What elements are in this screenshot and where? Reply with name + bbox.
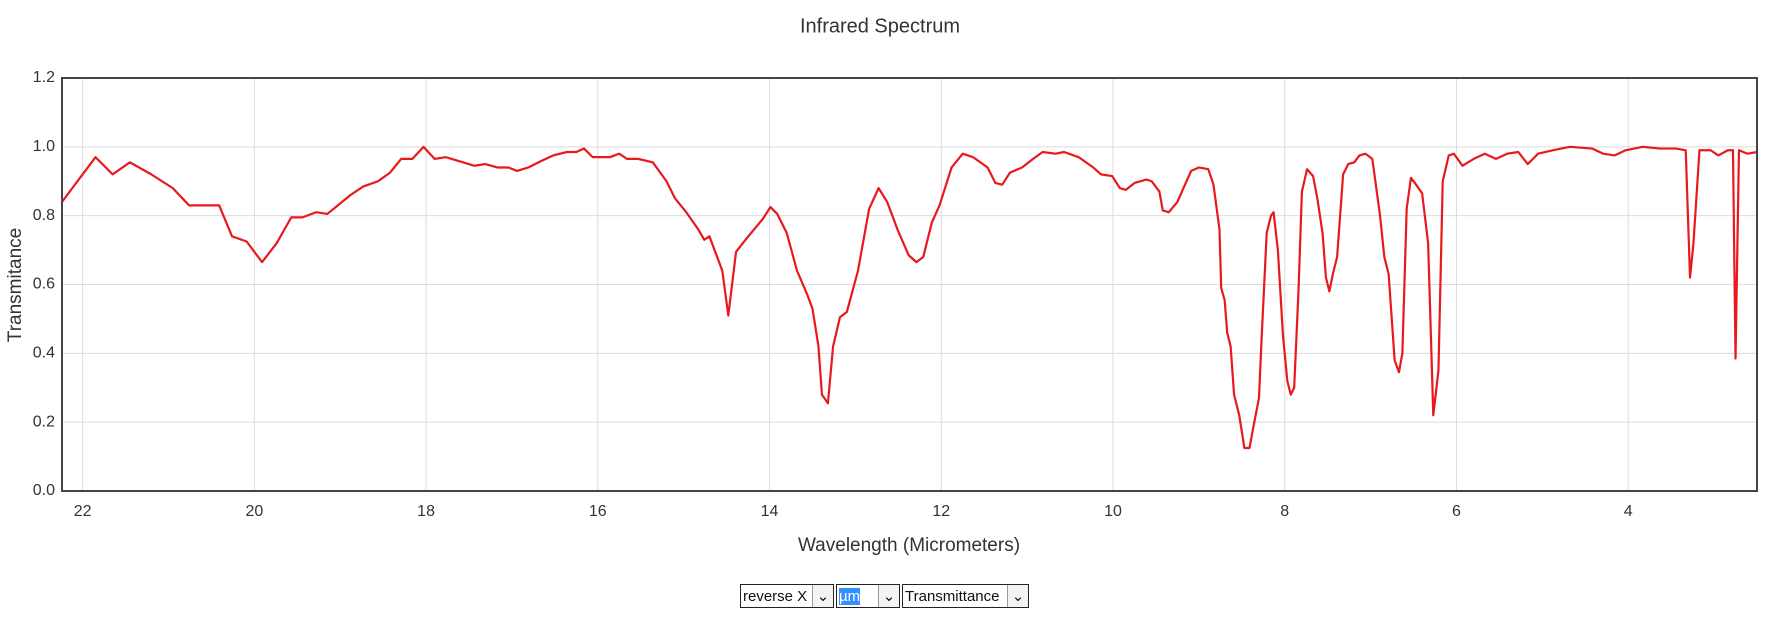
- x-tick-label: 6: [1452, 503, 1461, 520]
- spectrum-line: [61, 145, 1758, 450]
- y-tick-label: 0.4: [33, 345, 55, 362]
- selected-text: µm: [839, 587, 861, 605]
- y-tick-label: 0.0: [33, 482, 55, 499]
- dropdown-text: Transmittance: [905, 587, 1000, 605]
- y-tick-label: 0.2: [33, 413, 55, 430]
- y-tick-label: 1.0: [33, 138, 55, 155]
- plot-frame: [61, 77, 1758, 492]
- x-tick-label: 14: [761, 503, 779, 520]
- y-tick-label: 0.6: [33, 276, 55, 293]
- x-axis-title: Wavelength (Micrometers): [798, 535, 1020, 556]
- controls: reverse X ⌄ µm ⌄ Transmittance ⌄: [740, 584, 1029, 608]
- y-tick-label: 1.2: [33, 69, 55, 86]
- x-tick-label: 20: [245, 503, 263, 520]
- x-tick-label: 18: [417, 503, 435, 520]
- y-tick-label: 0.8: [33, 207, 55, 224]
- y-axis-title: Transmitance: [5, 228, 26, 342]
- x-tick-label: 4: [1624, 503, 1633, 520]
- chart: Infrared Spectrum Wavelength (Micrometer…: [5, 15, 1758, 556]
- dropdown-text: µm: [837, 587, 878, 605]
- dropdown-text: reverse X: [743, 587, 808, 605]
- dropdown[interactable]: Transmittance ⌄: [902, 584, 1029, 608]
- dropdown[interactable]: reverse X ⌄: [740, 584, 834, 608]
- x-tick-label: 22: [74, 503, 92, 520]
- chart-title: Infrared Spectrum: [800, 15, 960, 37]
- x-tick-label: 16: [589, 503, 607, 520]
- x-tick-label: 12: [932, 503, 950, 520]
- dropdown-arrow[interactable]: ⌄: [878, 585, 899, 607]
- x-tick-label: 8: [1280, 503, 1289, 520]
- dropdown[interactable]: µm ⌄: [836, 584, 900, 608]
- x-tick-label: 10: [1104, 503, 1122, 520]
- dropdown-arrow[interactable]: ⌄: [1007, 585, 1028, 607]
- dropdown-arrow[interactable]: ⌄: [812, 585, 833, 607]
